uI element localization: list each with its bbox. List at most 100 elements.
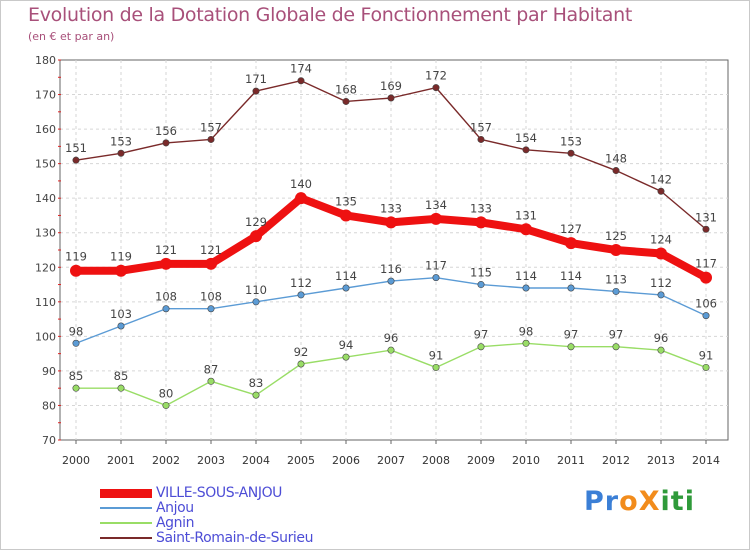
data-point	[162, 305, 170, 313]
data-label: 131	[515, 208, 537, 222]
data-label: 119	[110, 250, 132, 264]
x-tick-label: 2005	[287, 454, 315, 467]
y-tick-label: 170	[35, 89, 56, 102]
x-tick-label: 2008	[422, 454, 450, 467]
data-label: 83	[249, 376, 264, 390]
legend-label-saint-romain-de-surieu: Saint-Romain-de-Surieu	[156, 530, 314, 546]
data-point	[297, 291, 305, 299]
data-point	[700, 271, 712, 284]
legend-swatch-anjou	[100, 507, 152, 509]
logo-letter: i	[660, 486, 671, 517]
data-point	[657, 291, 665, 299]
data-point	[252, 87, 260, 95]
data-label: 97	[474, 328, 489, 342]
y-tick-label: 120	[35, 261, 56, 274]
data-point	[567, 284, 575, 292]
data-label: 85	[114, 369, 129, 383]
legend-label-ville-sous-anjou: VILLE-SOUS-ANJOU	[156, 485, 283, 501]
x-tick-label: 2004	[242, 454, 270, 467]
legend-swatch-saint-romain-de-surieu	[100, 537, 152, 539]
data-point	[70, 264, 82, 277]
logo-letter: P	[584, 486, 605, 517]
y-tick-label: 110	[35, 296, 56, 309]
legend-item-ville-sous-anjou: VILLE-SOUS-ANJOU	[100, 485, 283, 501]
data-label: 153	[560, 134, 582, 148]
data-label: 114	[515, 269, 537, 283]
data-point	[520, 223, 532, 236]
logo-letter: o	[619, 486, 639, 517]
data-label: 103	[110, 307, 132, 321]
data-label: 121	[155, 243, 177, 257]
data-label: 98	[69, 324, 84, 338]
chart-subtitle: (en € et par an)	[28, 30, 115, 43]
data-point	[117, 322, 125, 330]
data-label: 108	[200, 290, 222, 304]
x-tick-label: 2003	[197, 454, 225, 467]
x-tick-label: 2011	[557, 454, 585, 467]
data-point	[162, 139, 170, 147]
data-label: 168	[335, 82, 357, 96]
data-point	[160, 257, 172, 270]
data-label: 171	[245, 72, 267, 86]
data-point	[117, 384, 125, 392]
data-point	[475, 216, 487, 229]
data-point	[387, 346, 395, 354]
data-point	[72, 339, 80, 347]
chart-title: Evolution de la Dotation Globale de Fonc…	[28, 4, 633, 26]
data-point	[297, 360, 305, 368]
data-label: 157	[470, 120, 492, 134]
data-point	[295, 192, 307, 205]
data-point	[340, 209, 352, 222]
data-label: 174	[290, 62, 312, 76]
data-point	[387, 277, 395, 285]
data-label: 94	[339, 338, 354, 352]
data-label: 151	[65, 141, 87, 155]
data-label: 153	[110, 134, 132, 148]
data-label: 117	[695, 257, 717, 271]
legend-item-agnin: Agnin	[100, 515, 195, 531]
logo-letter: t	[670, 486, 685, 517]
data-label: 91	[699, 348, 714, 362]
data-label: 114	[335, 269, 357, 283]
data-point	[657, 346, 665, 354]
data-label: 106	[695, 297, 717, 311]
data-point	[612, 343, 620, 351]
y-tick-label: 100	[35, 330, 56, 343]
data-label: 98	[519, 324, 534, 338]
data-label: 117	[425, 259, 447, 273]
data-label: 97	[564, 328, 579, 342]
data-point	[567, 149, 575, 157]
data-point	[207, 135, 215, 143]
data-label: 154	[515, 131, 537, 145]
y-tick-label: 80	[42, 399, 56, 412]
x-tick-label: 2002	[152, 454, 180, 467]
x-tick-label: 2014	[692, 454, 720, 467]
data-point	[477, 281, 485, 289]
data-label: 108	[155, 290, 177, 304]
data-point	[655, 247, 667, 260]
y-tick-label: 180	[35, 54, 56, 67]
data-point	[565, 237, 577, 250]
data-label: 85	[69, 369, 84, 383]
data-label: 133	[380, 201, 402, 215]
data-label: 96	[654, 331, 669, 345]
data-point	[702, 225, 710, 233]
y-tick-label: 140	[35, 192, 56, 205]
data-label: 148	[605, 152, 627, 166]
data-label: 115	[470, 266, 492, 280]
legend-label-agnin: Agnin	[156, 515, 195, 531]
data-point	[432, 363, 440, 371]
x-tick-label: 2013	[647, 454, 675, 467]
data-point	[657, 187, 665, 195]
data-label: 169	[380, 79, 402, 93]
data-label: 87	[204, 362, 219, 376]
x-tick-label: 2009	[467, 454, 495, 467]
data-point	[250, 230, 262, 243]
data-point	[115, 264, 127, 277]
data-label: 129	[245, 215, 267, 229]
data-label: 140	[290, 177, 312, 191]
y-tick-label: 130	[35, 227, 56, 240]
legend-item-anjou: Anjou	[100, 500, 194, 516]
data-point	[117, 149, 125, 157]
y-tick-label: 70	[42, 434, 56, 447]
